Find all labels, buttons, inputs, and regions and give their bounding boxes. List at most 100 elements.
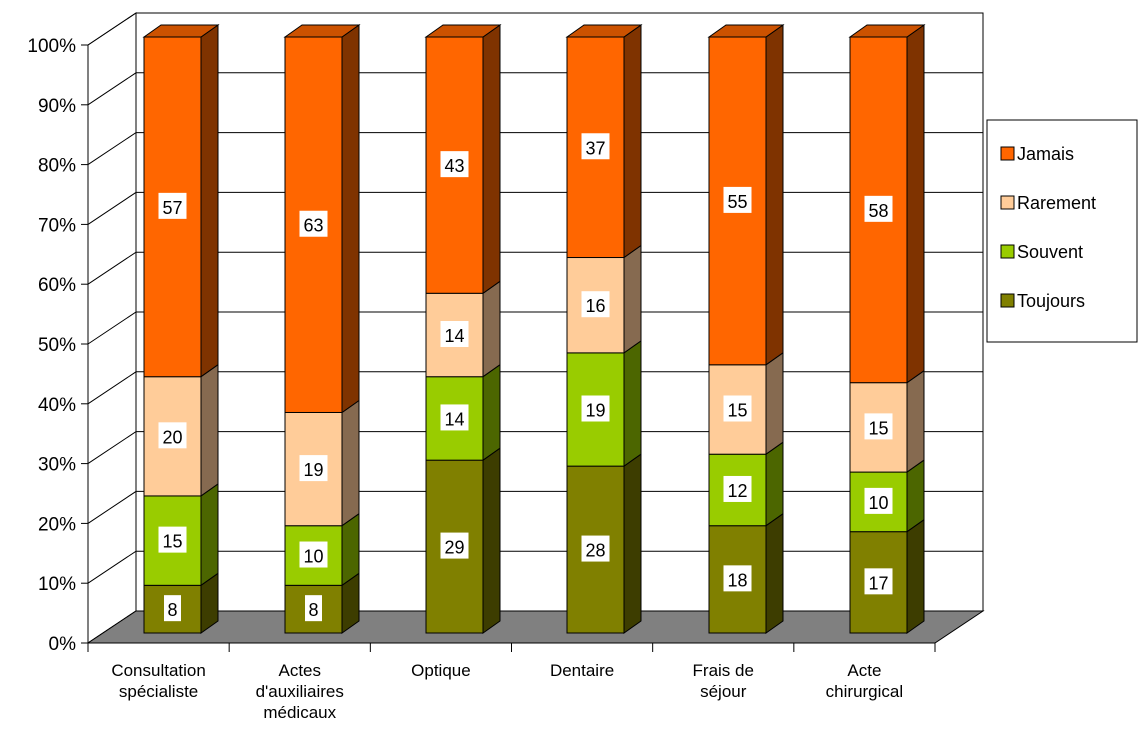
data-label: 28 <box>581 535 610 562</box>
data-label-text: 15 <box>727 401 747 421</box>
data-label-background <box>723 565 752 592</box>
legend-swatch <box>1000 146 1015 161</box>
legend-swatch <box>1000 195 1015 210</box>
data-label-background <box>581 291 610 318</box>
data-label-text: 29 <box>444 538 464 558</box>
data-label-text: 14 <box>444 409 464 429</box>
category-label: Frais de séjour <box>693 661 754 701</box>
legend: Jamais Rarement Souvent Toujours <box>986 119 1138 343</box>
data-label-text: 8 <box>167 600 177 620</box>
bar-side-face <box>482 363 501 462</box>
data-label-text: 20 <box>162 427 182 447</box>
bar-top-face <box>142 24 220 38</box>
data-label: 10 <box>299 541 328 568</box>
data-label: 20 <box>158 422 187 449</box>
bars <box>142 24 926 634</box>
y-tick-label: 90% <box>38 96 76 117</box>
bar-side-face <box>623 24 642 259</box>
data-label-text: 28 <box>585 541 605 561</box>
data-label: 19 <box>299 455 328 482</box>
data-label: 12 <box>723 475 752 502</box>
bar-top-face <box>283 24 361 38</box>
data-label-background <box>158 192 187 219</box>
bar-side-face <box>765 24 784 366</box>
bar-side-face <box>623 339 642 468</box>
category-label: Optique <box>411 661 471 680</box>
bar-side-face <box>200 482 219 587</box>
category-label: Actes d'auxiliaires médicaux <box>256 661 344 722</box>
bar-side-face <box>765 441 784 527</box>
data-label-background <box>581 395 610 422</box>
data-label-background <box>158 422 187 449</box>
legend-label: Toujours <box>1017 291 1085 311</box>
bar-side-face <box>906 24 925 384</box>
legend-label: Souvent <box>1017 242 1083 262</box>
data-label: 14 <box>440 404 469 431</box>
y-tick-label: 60% <box>38 275 76 296</box>
bar-side-face <box>906 369 925 474</box>
data-label: 14 <box>440 321 469 347</box>
data-label-background <box>164 595 181 622</box>
gridline <box>87 371 983 405</box>
x-axis-category-labels: Consultation spécialiste Actes d'auxiliaire… <box>111 661 903 722</box>
data-label: 8 <box>164 595 181 622</box>
data-labels: 8 15 20 57 8 10 19 63 29 14 14 43 28 19 16 37 18 12 15 55 17… <box>158 133 893 622</box>
data-label-background <box>440 151 469 178</box>
data-label: 37 <box>581 133 610 160</box>
y-tick-label: 50% <box>38 335 76 356</box>
bar-segment-jamais <box>707 24 785 366</box>
bar-side-face <box>200 363 219 497</box>
floor <box>86 610 985 644</box>
data-label-background <box>440 321 469 347</box>
bar-top-face <box>707 24 785 38</box>
plot-floor <box>86 610 985 644</box>
data-label-text: 12 <box>727 481 747 501</box>
data-label: 15 <box>864 413 893 440</box>
bar-side-face <box>482 447 501 634</box>
data-label-background <box>723 395 752 422</box>
data-label-text: 43 <box>444 156 464 176</box>
legend-label: Jamais <box>1017 144 1074 164</box>
data-label-text: 19 <box>303 460 323 480</box>
data-label-background <box>299 210 328 237</box>
data-label-text: 63 <box>303 216 323 236</box>
axes <box>81 44 936 652</box>
gridline <box>87 12 983 46</box>
data-label: 17 <box>864 568 893 595</box>
data-label-text: 37 <box>585 138 605 158</box>
data-label-text: 10 <box>868 493 888 513</box>
data-label-background <box>864 487 893 514</box>
gridline <box>87 251 983 285</box>
bar-side-face <box>765 512 784 634</box>
bar-side-face <box>765 351 784 456</box>
bar-segment-souvent <box>708 441 784 527</box>
gridline <box>87 191 983 225</box>
y-tick-label: 20% <box>38 514 76 535</box>
legend-item-rarement: Rarement <box>1000 193 1096 213</box>
legend-swatch <box>1000 244 1015 259</box>
bar-top-face <box>565 24 643 38</box>
data-label: 57 <box>158 192 187 219</box>
data-label-text: 15 <box>868 418 888 438</box>
data-label: 29 <box>440 532 469 559</box>
data-label: 10 <box>864 487 893 514</box>
data-label-text: 57 <box>162 198 182 218</box>
bar-side-face <box>200 24 219 378</box>
bar-side-face <box>482 280 501 378</box>
data-label-background <box>581 133 610 160</box>
bar-side-face <box>906 518 925 634</box>
bar-side-face <box>482 24 501 295</box>
y-tick-label: 10% <box>38 574 76 595</box>
data-label: 15 <box>158 526 187 553</box>
category-label: Dentaire <box>550 661 614 680</box>
y-tick-label: 70% <box>38 215 76 236</box>
data-label-background <box>723 186 752 213</box>
data-label: 16 <box>581 291 610 318</box>
data-label: 43 <box>440 151 469 178</box>
data-label: 19 <box>581 395 610 422</box>
bar-top-face <box>424 24 502 38</box>
data-label: 63 <box>299 210 328 237</box>
bar-segment-toujours <box>849 518 925 634</box>
legend-item-jamais: Jamais <box>1000 144 1074 164</box>
